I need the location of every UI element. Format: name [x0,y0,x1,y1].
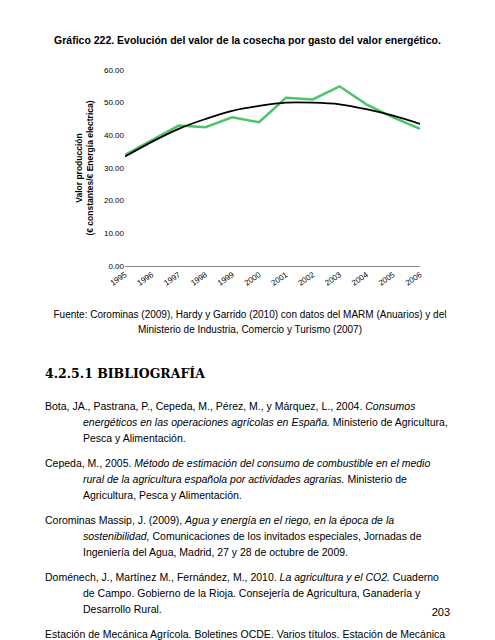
svg-text:30.00: 30.00 [104,164,125,173]
svg-text:1999: 1999 [216,270,236,288]
svg-text:2001: 2001 [270,270,290,288]
html-text:Corominas Massip, J. (2009), A: Corominas Massip, J. (2009), Agua y ener… [45,514,422,558]
svg-text:40.00: 40.00 [104,131,125,140]
svg-text:1997: 1997 [162,270,182,288]
svg-text:2000: 2000 [243,270,263,288]
svg-text:1995: 1995 [109,270,129,288]
html-text:Cepeda, M., 2005. Método de es: Cepeda, M., 2005. Método de estimación d… [45,457,431,501]
svg-text:60.00: 60.00 [104,66,125,75]
svg-text:0.00: 0.00 [108,262,124,271]
html-text:Fuente: Corominas (2009), Hard: Fuente: Corominas (2009), Hardy y Garrid… [53,309,447,335]
html-text:Gráfico 222. Evolución del val: Gráfico 222. Evolución del valor de la c… [54,34,441,46]
html-text:Doménech, J., Martínez M., Fer: Doménech, J., Martínez M., Fernández, M.… [45,571,439,615]
html-text:Bota, JA., Pastrana, P., Ceped: Bota, JA., Pastrana, P., Cepeda, M., Pér… [45,400,448,444]
svg-text:1998: 1998 [189,270,209,288]
svg-text:2005: 2005 [377,270,397,288]
svg-text:2002: 2002 [296,270,316,288]
html-text:203: 203 [431,606,450,618]
svg-text:20.00: 20.00 [104,196,125,205]
svg-text:10.00: 10.00 [104,229,125,238]
svg-text:2004: 2004 [350,270,370,288]
svg-text:Valor producción(€ constantes/: Valor producción(€ constantes/€ Energía … [74,100,95,235]
svg-text:50.00: 50.00 [104,98,125,107]
svg-text:2006: 2006 [404,270,424,288]
svg-text:2003: 2003 [323,270,343,288]
svg-text:1996: 1996 [136,270,156,288]
html-text:4.2.5.1 BIBLIOGRAFÍA: 4.2.5.1 BIBLIOGRAFÍA [45,366,205,381]
